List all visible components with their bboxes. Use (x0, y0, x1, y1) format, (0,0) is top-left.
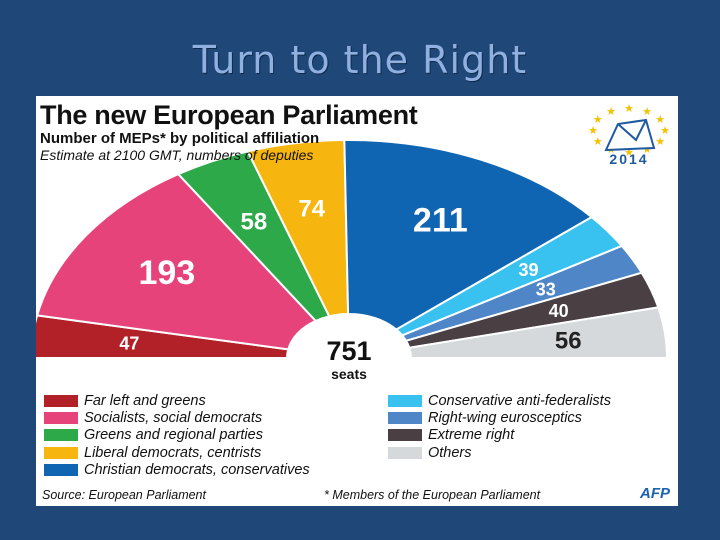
legend-swatch (388, 394, 422, 407)
slice-label-8: 56 (555, 328, 582, 355)
slide-title: Turn to the Right (192, 38, 528, 82)
logo-year: 2014 (609, 151, 648, 167)
afp-logo: AFP (640, 485, 670, 502)
legend-swatch (44, 394, 78, 407)
star-icon: ★ (655, 113, 665, 126)
legend-swatch (44, 463, 78, 476)
chart-subtitle: Number of MEPs* by political affiliation (40, 130, 320, 147)
legend-swatch (388, 446, 422, 459)
legend-item: Extreme right (388, 427, 611, 444)
slice-label-0: 47 (119, 333, 139, 353)
star-icon: ★ (593, 135, 603, 148)
slice-label-2: 58 (241, 208, 268, 235)
legend-label: Extreme right (428, 427, 515, 444)
chart-note: Estimate at 2100 GMT, numbers of deputie… (40, 147, 314, 163)
total-seats-label: seats (331, 366, 367, 382)
legend-label: Socialists, social democrats (84, 409, 263, 426)
legend-item: Greens and regional parties (44, 427, 310, 444)
star-icon: ★ (624, 102, 634, 115)
center-hole (287, 314, 411, 402)
star-icon: ★ (642, 105, 652, 118)
star-icon: ★ (655, 135, 665, 148)
legend-swatch (44, 411, 78, 424)
eu-2014-logo: ★★★★★★★★★★★★ 2014 (588, 102, 670, 167)
legend-swatch (388, 429, 422, 442)
legend-right: Conservative anti-federalists Right-wing … (388, 392, 611, 461)
legend-item: Right-wing eurosceptics (388, 409, 611, 426)
legend-label: Right-wing eurosceptics (428, 409, 582, 426)
legend-item: Far left and greens (44, 392, 310, 409)
star-icon: ★ (593, 113, 603, 126)
chart-title: The new European Parliament (40, 100, 418, 130)
legend-item: Others (388, 444, 611, 461)
legend-left: Far left and greens Socialists, social de… (44, 392, 310, 478)
legend-item: Conservative anti-federalists (388, 392, 611, 409)
star-icon: ★ (606, 105, 616, 118)
star-icon: ★ (642, 143, 652, 156)
legend-item: Socialists, social democrats (44, 409, 310, 426)
total-seats-value: 751 (326, 336, 371, 366)
legend-item: Christian democrats, conservatives (44, 461, 310, 478)
legend-swatch (44, 446, 78, 459)
infographic-card: 751 seats 47 193 58 74 211 39 33 40 56 The new E… (36, 96, 678, 506)
slice-label-4: 211 (413, 202, 468, 240)
slice-label-1: 193 (139, 254, 196, 292)
slice-label-3: 74 (298, 196, 325, 223)
legend-label: Christian democrats, conservatives (84, 461, 310, 478)
slice-label-6: 33 (536, 279, 556, 299)
slice-label-7: 40 (549, 301, 569, 321)
star-icon: ★ (660, 124, 670, 137)
footnote: * Members of the European Parliament (324, 488, 541, 502)
legend-item: Liberal democrats, centrists (44, 444, 310, 461)
legend-label: Others (428, 444, 472, 461)
legend-label: Greens and regional parties (84, 427, 263, 444)
legend-swatch (388, 411, 422, 424)
star-icon: ★ (624, 146, 634, 159)
legend-label: Liberal democrats, centrists (84, 444, 262, 461)
legend-label: Far left and greens (84, 392, 206, 409)
source-note: Source: European Parliament (42, 488, 206, 502)
legend-label: Conservative anti-federalists (428, 392, 611, 409)
star-icon: ★ (588, 124, 598, 137)
slice-label-5: 39 (518, 260, 538, 280)
legend-swatch (44, 429, 78, 442)
